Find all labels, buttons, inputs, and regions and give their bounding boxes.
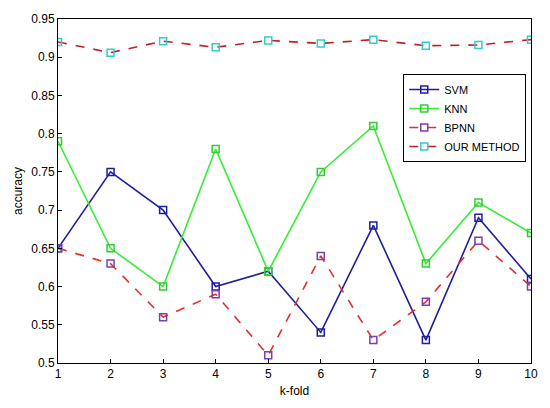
svg-text:k-fold: k-fold: [280, 384, 309, 398]
svg-text:0.7: 0.7: [38, 203, 55, 217]
svg-text:0.8: 0.8: [38, 127, 55, 141]
svg-text:1: 1: [55, 367, 62, 381]
svg-text:10: 10: [524, 367, 538, 381]
svg-text:9: 9: [475, 367, 482, 381]
svg-text:OUR METHOD: OUR METHOD: [444, 141, 519, 153]
svg-text:BPNN: BPNN: [444, 122, 475, 134]
svg-text:0.65: 0.65: [31, 242, 55, 256]
svg-text:0.55: 0.55: [31, 318, 55, 332]
svg-text:2: 2: [107, 367, 114, 381]
svg-text:SVM: SVM: [444, 84, 468, 96]
svg-text:0.6: 0.6: [38, 280, 55, 294]
svg-text:8: 8: [423, 367, 430, 381]
svg-text:0.85: 0.85: [31, 89, 55, 103]
svg-text:0.5: 0.5: [38, 356, 55, 370]
svg-text:0.9: 0.9: [38, 50, 55, 64]
svg-text:0.95: 0.95: [31, 12, 55, 26]
svg-text:KNN: KNN: [444, 103, 467, 115]
svg-text:3: 3: [160, 367, 167, 381]
svg-text:6: 6: [317, 367, 324, 381]
svg-text:7: 7: [370, 367, 377, 381]
svg-text:5: 5: [265, 367, 272, 381]
svg-text:0.75: 0.75: [31, 165, 55, 179]
svg-text:accuracy: accuracy: [11, 167, 25, 215]
svg-text:4: 4: [212, 367, 219, 381]
